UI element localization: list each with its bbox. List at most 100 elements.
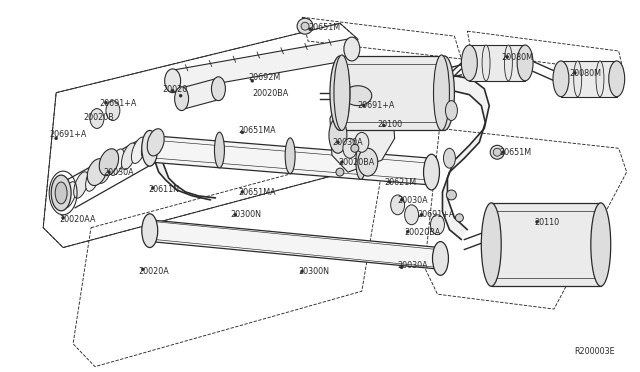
Ellipse shape (596, 61, 604, 97)
Circle shape (241, 190, 244, 193)
Ellipse shape (553, 61, 569, 97)
Text: 20020BA: 20020BA (338, 158, 374, 167)
Ellipse shape (175, 87, 189, 110)
Circle shape (141, 268, 144, 271)
Ellipse shape (141, 132, 156, 158)
Ellipse shape (164, 69, 180, 93)
Text: 20030A: 20030A (332, 138, 363, 147)
Ellipse shape (424, 154, 440, 190)
Circle shape (301, 270, 303, 273)
Circle shape (340, 161, 344, 164)
Ellipse shape (445, 101, 458, 121)
Ellipse shape (435, 56, 454, 131)
Text: 20020AA: 20020AA (59, 215, 95, 224)
Ellipse shape (344, 37, 360, 61)
Ellipse shape (517, 45, 533, 81)
Ellipse shape (355, 132, 369, 152)
Ellipse shape (131, 137, 146, 163)
Text: 20020A: 20020A (139, 267, 170, 276)
Circle shape (251, 79, 254, 82)
Circle shape (337, 141, 339, 144)
Ellipse shape (86, 165, 100, 191)
Ellipse shape (609, 61, 625, 97)
Ellipse shape (329, 118, 347, 153)
Circle shape (61, 216, 65, 219)
Circle shape (54, 137, 58, 140)
Circle shape (108, 171, 111, 174)
Text: 20651M: 20651M (308, 23, 340, 32)
Ellipse shape (87, 159, 107, 186)
Circle shape (104, 101, 108, 104)
Text: 20300N: 20300N (298, 267, 329, 276)
Text: 20651M: 20651M (499, 148, 531, 157)
Ellipse shape (343, 138, 357, 158)
Text: 20100: 20100 (378, 121, 403, 129)
Circle shape (447, 190, 456, 200)
Circle shape (241, 131, 244, 134)
Circle shape (151, 186, 154, 189)
Circle shape (308, 28, 312, 31)
Ellipse shape (301, 22, 309, 30)
Ellipse shape (504, 45, 513, 81)
Ellipse shape (97, 157, 112, 183)
Polygon shape (148, 220, 442, 269)
Ellipse shape (390, 195, 404, 215)
Text: 20030A: 20030A (397, 262, 428, 270)
Ellipse shape (106, 101, 120, 121)
Ellipse shape (142, 214, 157, 247)
Ellipse shape (490, 145, 504, 159)
Circle shape (502, 151, 505, 154)
Circle shape (234, 213, 237, 216)
Ellipse shape (61, 182, 76, 208)
Circle shape (573, 71, 577, 74)
Ellipse shape (55, 182, 67, 204)
Text: 20691+A: 20691+A (358, 101, 396, 110)
Text: 20621M: 20621M (385, 178, 417, 187)
Circle shape (536, 220, 538, 223)
Circle shape (400, 266, 403, 269)
Ellipse shape (214, 132, 225, 168)
Circle shape (388, 180, 391, 183)
Polygon shape (340, 56, 444, 131)
Circle shape (179, 94, 182, 97)
Ellipse shape (591, 203, 611, 286)
Text: 20030A: 20030A (397, 196, 428, 205)
Ellipse shape (147, 129, 164, 156)
Text: 20080M: 20080M (569, 69, 601, 78)
Circle shape (171, 89, 174, 92)
Ellipse shape (297, 18, 313, 34)
Polygon shape (440, 76, 489, 240)
Text: 20691+A: 20691+A (99, 99, 136, 108)
Ellipse shape (444, 148, 456, 168)
Polygon shape (148, 135, 216, 200)
Text: 20030A: 20030A (103, 168, 134, 177)
Ellipse shape (358, 148, 378, 176)
Polygon shape (469, 45, 525, 81)
Ellipse shape (90, 109, 104, 128)
Ellipse shape (461, 45, 477, 81)
Ellipse shape (51, 175, 71, 211)
Text: 20080M: 20080M (501, 53, 533, 62)
Text: 20110: 20110 (534, 218, 559, 227)
Text: 20611N: 20611N (148, 185, 180, 194)
Ellipse shape (433, 241, 449, 275)
Circle shape (420, 213, 423, 216)
Circle shape (456, 214, 463, 222)
Ellipse shape (573, 61, 582, 97)
Text: 20020BA: 20020BA (404, 228, 441, 237)
Ellipse shape (99, 149, 118, 176)
Ellipse shape (344, 86, 372, 106)
Ellipse shape (122, 143, 136, 169)
Polygon shape (492, 203, 601, 286)
Circle shape (506, 55, 509, 58)
Polygon shape (330, 83, 395, 172)
Ellipse shape (404, 205, 419, 225)
Circle shape (362, 104, 365, 107)
Polygon shape (179, 79, 223, 109)
Ellipse shape (356, 144, 366, 179)
Ellipse shape (142, 131, 157, 166)
Text: 20020BA: 20020BA (252, 89, 289, 98)
Text: 20651MA: 20651MA (238, 188, 276, 197)
Circle shape (351, 144, 359, 152)
Text: 20691+A: 20691+A (49, 131, 86, 140)
